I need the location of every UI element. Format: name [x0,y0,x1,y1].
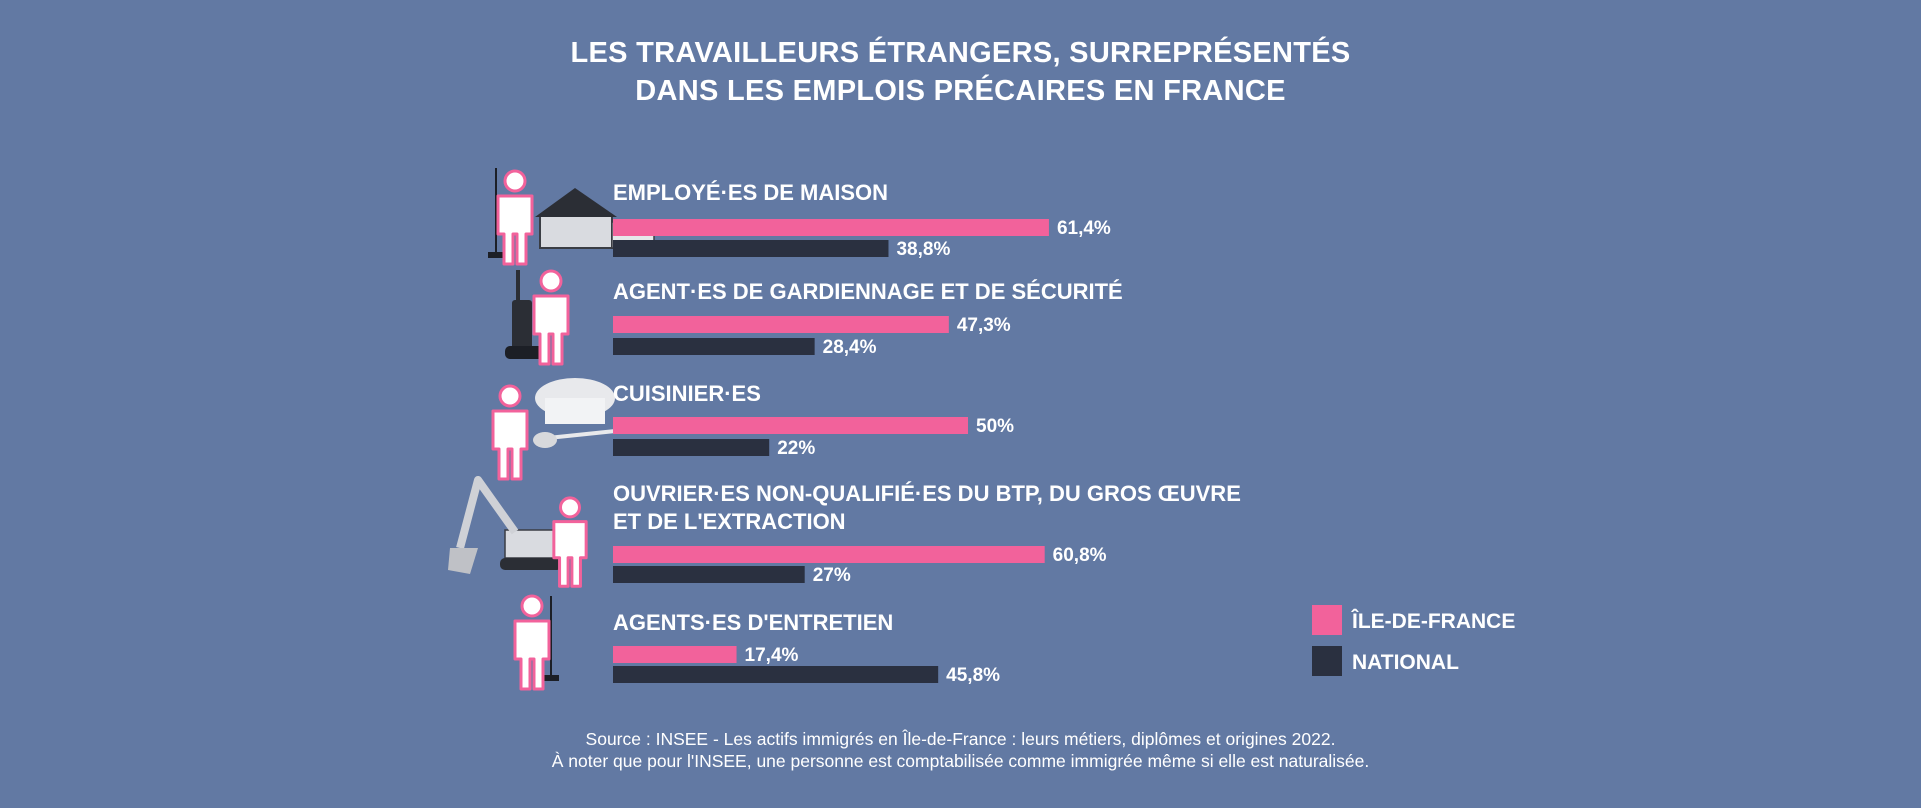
flashlight [505,346,549,359]
category-label: OUVRIER·ES NON-QUALIFIÉ·ES DU BTP, DU GR… [613,481,1241,506]
chef-hat-band [545,398,605,424]
source-line-2: À noter que pour l'INSEE, une personne e… [551,751,1370,771]
chart-title: LES TRAVAILLEURS ÉTRANGERS, SURREPRÉSENT… [0,34,1921,110]
legend-swatch [1312,605,1342,635]
chart-title-line-1: LES TRAVAILLEURS ÉTRANGERS, SURREPRÉSENT… [570,37,1351,69]
person-body [552,520,588,588]
person-body [496,194,534,266]
house-roof [535,188,617,217]
data-label: 17,4% [745,645,799,666]
bar-national [613,439,770,456]
mop-head [543,675,559,681]
person-body [532,294,570,366]
category-label: CUISINIER·ES [613,381,761,406]
bar-national [613,566,805,583]
ladle-bowl [533,432,557,448]
person-body [491,409,529,481]
broom-head [488,252,504,258]
person-head [503,169,527,193]
category-label: ET DE L'EXTRACTION [613,509,846,534]
source-line-1: Source : INSEE - Les actifs immigrés en … [585,729,1336,749]
bar-ile-de-france [613,546,1045,563]
category-label: EMPLOYÉ·ES DE MAISON [613,180,888,205]
radio-body [512,300,532,352]
category-label: AGENT·ES DE GARDIENNAGE ET DE SÉCURITÉ [613,279,1123,304]
data-label: 47,3% [957,315,1011,336]
excavator-bucket [448,548,478,574]
data-label: 22% [777,438,815,459]
bar-ile-de-france [613,646,737,663]
person-head [498,384,522,408]
excavator-track [500,558,562,570]
bar-ile-de-france [613,316,949,333]
bar-ile-de-france [613,417,968,434]
legend-swatch [1312,646,1342,676]
data-label: 60,8% [1053,545,1107,566]
excavator-cab [504,529,561,559]
ladle-handle [547,428,626,440]
legend-label: NATIONAL [1352,651,1459,674]
bar-national [613,666,939,683]
bar-ile-de-france [613,219,1049,236]
data-label: 61,4% [1057,218,1111,239]
bar-national [613,338,815,355]
cleaner-icon [513,594,559,691]
data-label: 45,8% [946,665,1000,686]
radio-antenna [516,270,520,300]
data-label: 27% [813,565,851,586]
source-note: Source : INSEE - Les actifs immigrés en … [0,728,1921,772]
person-head [539,269,563,293]
person-body [513,619,551,691]
cook-icon [491,378,626,481]
person-head [520,594,544,618]
data-label: 28,4% [823,337,877,358]
bar-national [613,240,889,257]
legend-label: ÎLE-DE-FRANCE [1351,609,1515,633]
data-label: 50% [976,416,1014,437]
chart-title-line-2: DANS LES EMPLOIS PRÉCAIRES EN FRANCE [635,75,1286,107]
data-label: 38,8% [896,239,950,260]
security-guard-icon [505,269,570,366]
category-label: AGENTS·ES D'ENTRETIEN [613,610,893,635]
excavator-arm [456,476,519,550]
excavator-worker-icon [448,476,588,588]
person-head [559,496,581,519]
